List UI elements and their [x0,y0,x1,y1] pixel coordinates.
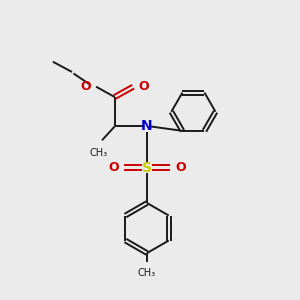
Text: CH₃: CH₃ [138,268,156,278]
Text: N: N [141,119,153,134]
Text: S: S [142,161,152,175]
Text: O: O [138,80,149,93]
Text: O: O [109,161,119,174]
Text: O: O [80,80,91,93]
Text: CH₃: CH₃ [89,148,107,158]
Text: O: O [175,161,186,174]
